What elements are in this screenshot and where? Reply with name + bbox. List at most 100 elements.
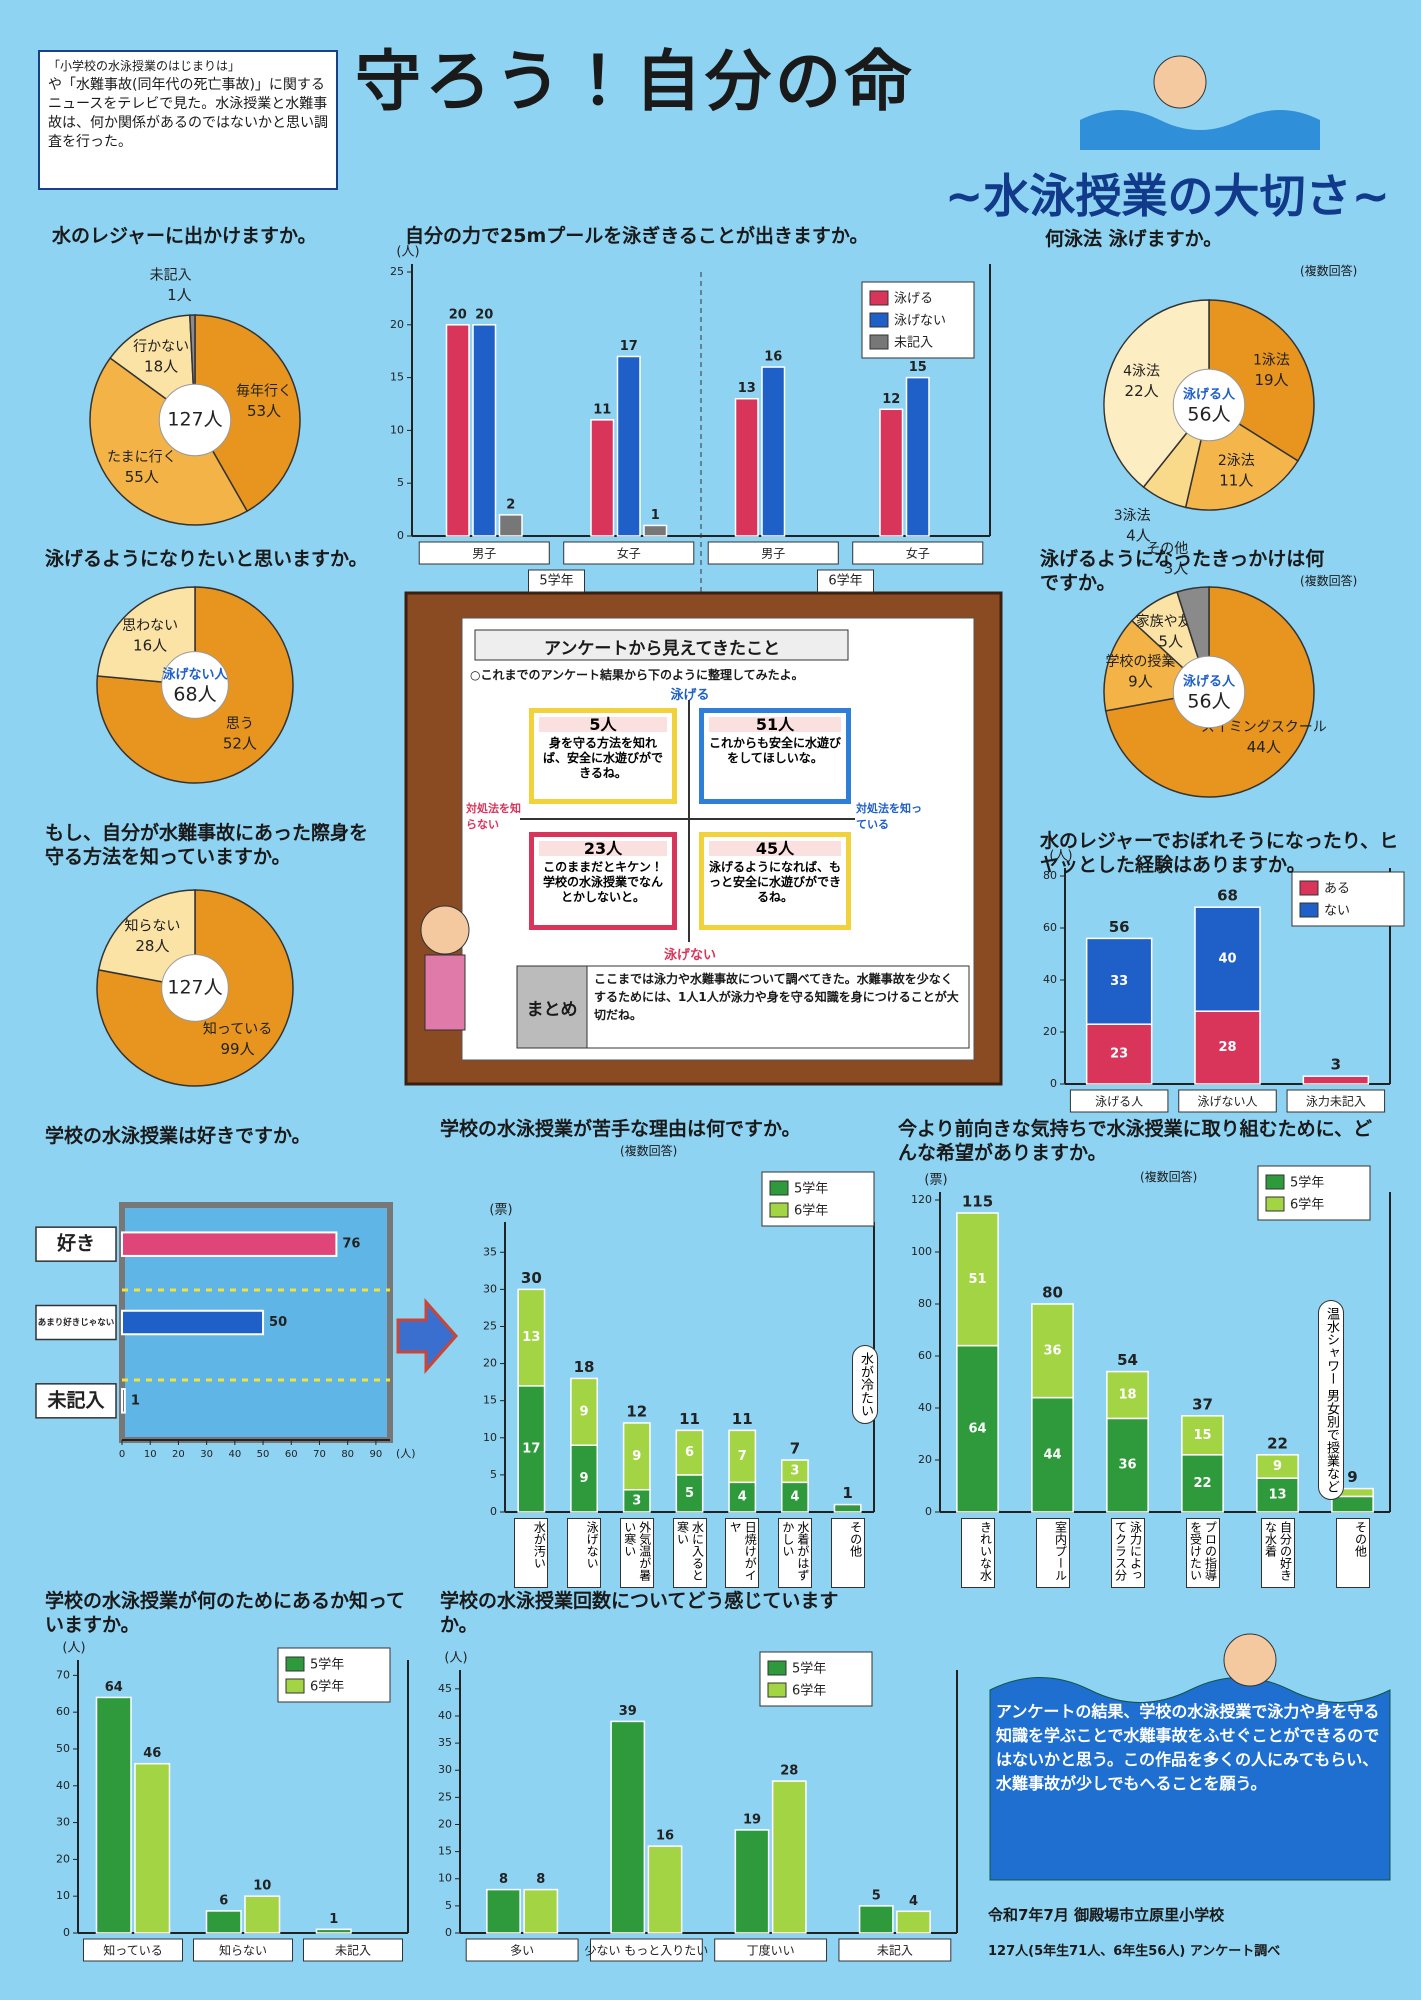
segment-label: 28 bbox=[1218, 1040, 1236, 1055]
y-tick-label: 0 bbox=[1050, 1077, 1057, 1090]
bar-label: 15 bbox=[909, 360, 927, 375]
quadrant-text: 泳げるようになれば、もっと安全に水遊びができるね。 bbox=[709, 860, 842, 904]
y-tick-label: 0 bbox=[490, 1505, 497, 1518]
x-tick-label: 泳げる人 bbox=[1095, 1095, 1143, 1109]
legend-swatch bbox=[869, 312, 889, 328]
category-label: 未記入 bbox=[46, 1388, 104, 1411]
footer-line: 令和7年7月 御殿場市立原里小学校 bbox=[988, 1906, 1225, 1924]
slice-value: 44人 bbox=[1247, 738, 1281, 756]
total-label: 56 bbox=[1109, 918, 1130, 936]
x-tick-label: 泳げない bbox=[567, 1518, 602, 1588]
board-title: アンケートから見えてきたこと bbox=[544, 639, 780, 659]
legend-swatch bbox=[285, 1656, 305, 1672]
bar-segment bbox=[728, 1481, 757, 1513]
bar-segment bbox=[1085, 1023, 1153, 1085]
chart-title: 学校の水泳授業回数についてどう感じていますか。 bbox=[440, 1590, 839, 1636]
total-label: 11 bbox=[679, 1410, 700, 1428]
y-tick-label: 5 bbox=[445, 1899, 452, 1912]
y-tick-label: 20 bbox=[1043, 1025, 1057, 1038]
chart-note: (複数回答) bbox=[620, 1144, 678, 1158]
total-label: 68 bbox=[1217, 887, 1238, 905]
total-label: 18 bbox=[574, 1358, 595, 1376]
slice-value: 9人 bbox=[1128, 673, 1153, 691]
axis-left: 対処法を知らない bbox=[466, 802, 521, 831]
total-label: 12 bbox=[626, 1402, 647, 1420]
intro-box: 「小学校の水泳授業のはじまりは」 や「水難事故(同年代の死亡事故)」に関するニュ… bbox=[38, 50, 338, 190]
bar-label: 11 bbox=[593, 402, 611, 417]
legend-swatch bbox=[769, 1202, 789, 1218]
bar-segment bbox=[570, 1377, 599, 1446]
slice-label: 知らない bbox=[124, 918, 180, 935]
bar bbox=[121, 1309, 265, 1336]
total-label: 1 bbox=[842, 1484, 852, 1502]
chart-title: 自分の力で25mプールを泳ぎきることが出きますか。 bbox=[405, 225, 869, 247]
y-tick-label: 100 bbox=[911, 1245, 932, 1258]
bar-label: 1 bbox=[131, 1393, 140, 1408]
center-label: 泳げない人 bbox=[162, 667, 228, 683]
chart-title: 何泳法 泳げますか。 bbox=[1045, 228, 1223, 250]
quadrant-count: 51人 bbox=[709, 717, 841, 733]
y-tick-label: 0 bbox=[397, 529, 404, 542]
x-label-box bbox=[303, 1938, 403, 1962]
x-tick-label: 日焼けがイヤ bbox=[725, 1518, 760, 1588]
total-label: 80 bbox=[1042, 1284, 1063, 1302]
conclusion: アンケートの結果、学校の水泳授業で泳力や身を守る知識を学ぶことで水難事故をふせぐ… bbox=[996, 1702, 1380, 1793]
bar-segment bbox=[517, 1385, 546, 1513]
x-label-box bbox=[852, 541, 984, 565]
x-tick-label: 知らない bbox=[219, 1944, 267, 1958]
y-tick-label: 40 bbox=[1043, 973, 1057, 986]
bar-segment bbox=[1194, 1010, 1261, 1085]
slice-value: 1人 bbox=[167, 286, 192, 304]
group-label-box bbox=[817, 569, 874, 593]
group-label: 5学年 bbox=[539, 573, 573, 589]
bar-segment bbox=[1181, 1415, 1224, 1456]
x-tick-label: 20 bbox=[172, 1449, 185, 1460]
y-unit: (人) bbox=[444, 1651, 467, 1666]
segment-label: 6 bbox=[685, 1445, 694, 1460]
pie-center bbox=[1172, 368, 1246, 442]
legend-swatch bbox=[869, 334, 889, 350]
slice-label: 2泳法 bbox=[1218, 453, 1255, 469]
center-label: 68人 bbox=[173, 684, 216, 706]
bar bbox=[486, 1888, 521, 1934]
bar-segment bbox=[1181, 1454, 1224, 1513]
y-tick-label: 10 bbox=[483, 1431, 497, 1444]
center-label: 泳げる人 bbox=[1183, 674, 1236, 690]
bar bbox=[734, 397, 759, 537]
legend-label: 5学年 bbox=[794, 1181, 828, 1197]
bar-segment bbox=[781, 1481, 809, 1513]
intro-text: や「水難事故(同年代の死亡事故)」に関するニュースをテレビで見た。水泳授業と水難… bbox=[48, 77, 328, 150]
x-tick-label: 70 bbox=[313, 1449, 326, 1460]
segment-label: 3 bbox=[790, 1464, 799, 1479]
quadrant-count: 5人 bbox=[539, 717, 667, 733]
bar bbox=[610, 1720, 646, 1934]
pie-center bbox=[1172, 655, 1246, 729]
intro-heading: 「小学校の水泳授業のはじまりは」 bbox=[48, 59, 241, 73]
bar bbox=[445, 324, 470, 537]
chart-title: 学校の水泳授業は好きですか。 bbox=[45, 1125, 311, 1147]
y-tick-label: 35 bbox=[438, 1736, 452, 1749]
conclusion-wave bbox=[989, 1677, 1391, 1881]
x-tick-label: 泳力未記入 bbox=[1306, 1095, 1366, 1109]
y-tick-label: 20 bbox=[438, 1817, 452, 1830]
bar bbox=[858, 1905, 894, 1934]
segment-label: 64 bbox=[968, 1421, 986, 1436]
x-label-box bbox=[1069, 1089, 1169, 1113]
pie-center bbox=[161, 954, 229, 1022]
bar bbox=[647, 1845, 683, 1934]
chart-note: (複数回答) bbox=[1300, 574, 1358, 588]
slice-label: 思わない bbox=[122, 618, 178, 634]
bar bbox=[761, 366, 786, 537]
total-label: 3 bbox=[1331, 1056, 1341, 1074]
y-tick-label: 15 bbox=[483, 1394, 497, 1407]
legend-label: ある bbox=[1324, 882, 1350, 897]
x-label-box bbox=[418, 541, 550, 565]
bar-segment bbox=[1302, 1075, 1370, 1085]
slice-label: 知っている bbox=[203, 1020, 272, 1037]
x-tick-label: 60 bbox=[285, 1449, 298, 1460]
bar-segment bbox=[781, 1459, 809, 1484]
x-tick-label: 10 bbox=[144, 1449, 157, 1460]
axis-top: 泳げる bbox=[670, 688, 710, 703]
x-tick-label: 30 bbox=[200, 1449, 213, 1460]
